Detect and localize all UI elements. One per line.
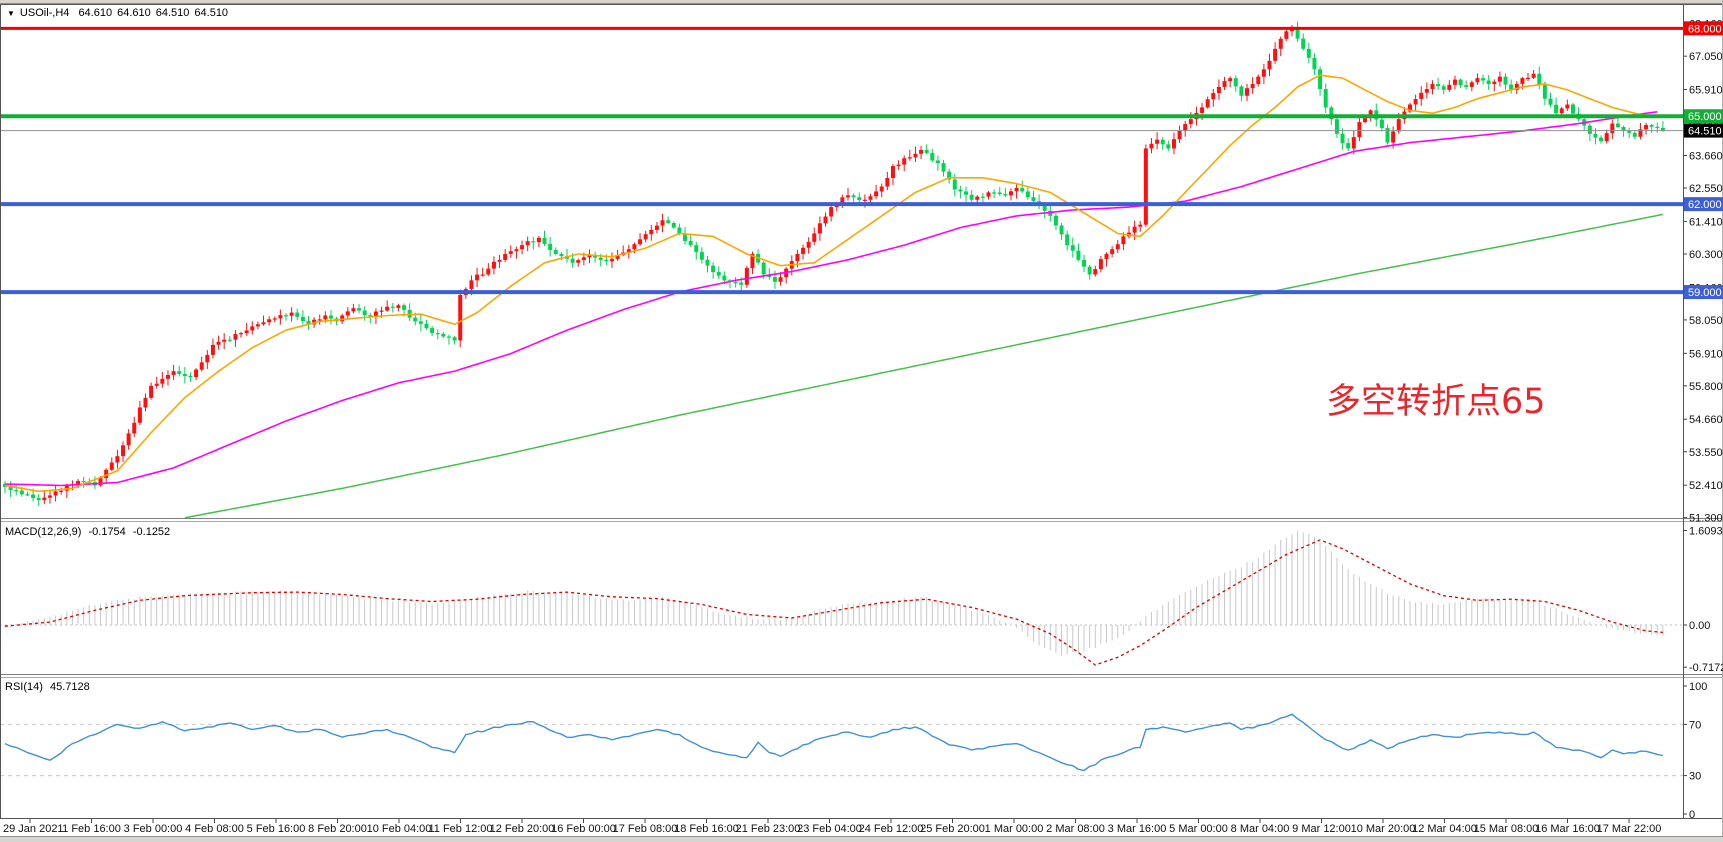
time-tick-label: 8 Mar 04:00: [1231, 823, 1290, 835]
svg-text:59.000: 59.000: [1688, 287, 1722, 299]
time-tick-label: 8 Feb 20:00: [308, 823, 367, 835]
price-level-badge: 64.510: [1684, 123, 1723, 138]
svg-text:62.000: 62.000: [1688, 199, 1722, 211]
close-quote: 64.510: [194, 7, 229, 19]
time-tick-label: 3 Mar 16:00: [1108, 823, 1167, 835]
time-tick-label: 9 Mar 12:00: [1292, 823, 1351, 835]
scale-tick-label: 55.800: [1689, 381, 1723, 393]
price-level-badge: 59.000: [1684, 285, 1723, 300]
rsi-indicator-label: RSI(14) 45.7128: [5, 681, 94, 693]
candles-layer: [3, 21, 1665, 507]
time-tick-label: 15 Mar 08:00: [1474, 823, 1539, 835]
time-tick-label: 16 Feb 00:00: [551, 823, 616, 835]
scale-tick-label: 0.00: [1689, 620, 1710, 632]
time-tick-label: 5 Mar 00:00: [1169, 823, 1228, 835]
scale-tick-label: 63.660: [1689, 151, 1723, 163]
time-tick-label: 25 Feb 20:00: [920, 823, 985, 835]
rsi-panel[interactable]: [0, 713, 1683, 777]
macd-signal-line: [4, 539, 1663, 666]
window-bottom-edge: [0, 836, 1723, 842]
symbol-info: ▼ USOil-,H4 64.610 64.610 64.510 64.510: [7, 7, 233, 19]
scale-tick-label: 53.550: [1689, 447, 1723, 459]
time-tick-label: 10 Mar 20:00: [1351, 823, 1416, 835]
ma-mid-magenta-line: [4, 111, 1658, 487]
macd-histogram: [4, 530, 1664, 656]
price-level-badge: 68.000: [1684, 21, 1723, 36]
price-scale[interactable]: 68.16067.05065.91064.80063.66062.55061.4…: [1683, 19, 1723, 821]
scale-tick-label: 51.300: [1689, 513, 1723, 525]
macd-indicator-label: MACD(12,26,9) -0.1754 -0.1252: [5, 526, 174, 538]
svg-text:65.000: 65.000: [1688, 111, 1722, 123]
scale-tick-label: 100: [1689, 681, 1707, 693]
low-quote: 64.510: [155, 7, 190, 19]
high-quote: 64.610: [117, 7, 151, 19]
svg-text:68.000: 68.000: [1688, 23, 1722, 35]
time-tick-label: 2 Mar 08:00: [1046, 823, 1105, 835]
scale-tick-label: 0: [1689, 809, 1695, 821]
scale-tick-label: 61.410: [1689, 216, 1723, 228]
scale-tick-label: 58.050: [1689, 315, 1723, 327]
annotation-text-object[interactable]: 多空转折点65: [1326, 382, 1546, 422]
main-price-panel[interactable]: [0, 21, 1683, 519]
time-tick-label: 10 Feb 04:00: [367, 823, 432, 835]
one-click-dropdown-icon[interactable]: ▼: [7, 8, 15, 18]
symbol-timeframe-label: USOil-,H4: [19, 7, 70, 19]
scale-tick-label: 54.660: [1689, 414, 1723, 426]
scale-tick-label: 62.550: [1689, 183, 1723, 195]
scale-tick-label: 67.050: [1689, 51, 1723, 63]
time-tick-label: 3 Feb 00:00: [124, 823, 183, 835]
macd-panel[interactable]: [0, 530, 1683, 666]
time-tick-label: 1 Feb 16:00: [62, 823, 121, 835]
time-tick-label: 1 Mar 00:00: [985, 823, 1044, 835]
scale-tick-label: 30: [1689, 771, 1701, 783]
scale-tick-label: -0.7172: [1689, 662, 1723, 674]
rsi-line: [4, 713, 1664, 772]
macd-name: MACD(12,26,9): [5, 526, 82, 538]
price-level-badge: 62.000: [1684, 197, 1723, 212]
time-tick-label: 16 Mar 16:00: [1535, 823, 1600, 835]
open-quote: 64.610: [78, 7, 113, 19]
time-tick-label: 18 Feb 16:00: [674, 823, 739, 835]
scale-tick-label: 65.910: [1689, 85, 1723, 97]
scale-tick-label: 52.410: [1689, 480, 1723, 492]
rsi-value: 45.7128: [49, 681, 90, 693]
scale-tick-label: 70: [1689, 719, 1701, 731]
time-tick-label: 17 Mar 22:00: [1597, 823, 1662, 835]
macd-signal-value: -0.1252: [132, 526, 171, 538]
ma-slow-green-line: [184, 213, 1664, 519]
scale-tick-label: 1.6093: [1689, 526, 1723, 538]
scale-tick-label: 60.300: [1689, 249, 1723, 261]
time-tick-label: 5 Feb 16:00: [247, 823, 306, 835]
svg-text:64.510: 64.510: [1688, 126, 1722, 138]
price-level-badge: 65.000: [1684, 109, 1723, 124]
time-tick-label: 12 Mar 04:00: [1412, 823, 1477, 835]
macd-main-value: -0.1754: [88, 526, 126, 538]
window-top-edge: [0, 0, 1723, 4]
time-tick-label: 23 Feb 04:00: [797, 823, 862, 835]
time-tick-label: 24 Feb 12:00: [859, 823, 924, 835]
time-tick-label: 17 Feb 08:00: [613, 823, 678, 835]
time-tick-label: 12 Feb 20:00: [490, 823, 555, 835]
time-tick-label: 29 Jan 2021: [3, 823, 64, 835]
ma-fast-orange-line: [4, 74, 1652, 493]
time-tick-label: 21 Feb 23:00: [736, 823, 801, 835]
scale-tick-label: 56.910: [1689, 348, 1723, 360]
rsi-name: RSI(14): [5, 681, 43, 693]
time-tick-label: 11 Feb 12:00: [428, 823, 492, 835]
time-tick-label: 4 Feb 08:00: [185, 823, 244, 835]
